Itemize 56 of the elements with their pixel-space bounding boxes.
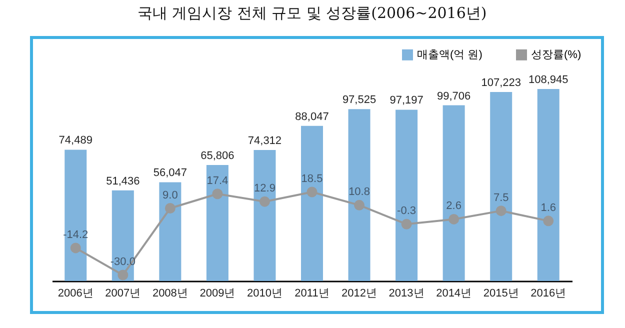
bar: [206, 165, 228, 281]
chart-title: 국내 게임시장 전체 규모 및 성장률(2006~2016년): [137, 4, 487, 22]
data-label: 56,047: [153, 167, 188, 180]
point: [118, 270, 128, 280]
data-label: 99,706: [436, 90, 471, 102]
x-tick-label: 2006년: [58, 288, 94, 300]
x-tick-label: 2010년: [246, 288, 282, 300]
bar: [301, 126, 323, 281]
point: [164, 203, 176, 214]
x-tick-label: 2008년: [152, 288, 188, 300]
legend-label: 성장률(%): [531, 48, 582, 61]
point: [212, 188, 223, 200]
data-label: 18.5: [301, 173, 323, 185]
bar: [159, 182, 182, 281]
data-label: 51,436: [106, 175, 140, 188]
point: [354, 200, 365, 210]
data-label: 108,945: [528, 74, 568, 86]
data-label: 74,489: [58, 134, 92, 147]
data-label: 7.5: [493, 192, 509, 204]
point: [543, 216, 554, 226]
data-label: 10.8: [348, 186, 370, 198]
bar: [442, 105, 465, 281]
x-tick-label: 2012년: [342, 288, 378, 300]
legend-label: 매출액(억 원): [417, 48, 482, 61]
x-tick-label: 2014년: [436, 288, 472, 300]
data-label: 17.4: [206, 174, 228, 187]
point: [259, 196, 270, 207]
bar: [396, 110, 418, 281]
data-label: -0.3: [397, 205, 416, 218]
data-label: 12.9: [254, 182, 276, 195]
bar: [490, 92, 512, 281]
x-tick-label: 2015년: [483, 288, 519, 300]
data-label: 2.6: [446, 200, 462, 212]
bar: [348, 109, 370, 281]
data-label: 9.0: [162, 189, 178, 202]
bar: [112, 190, 134, 281]
data-label: 88,047: [295, 110, 329, 123]
data-label: 65,806: [200, 150, 234, 162]
point: [496, 206, 506, 216]
x-tick-label: 2011년: [294, 288, 330, 300]
data-label: 74,312: [248, 135, 282, 148]
data-label: 97,525: [342, 94, 376, 106]
point: [401, 218, 412, 230]
point: [448, 214, 460, 224]
x-tick-label: 2016년: [530, 288, 566, 300]
data-label: 1.6: [540, 202, 556, 214]
x-tick-label: 2009년: [200, 288, 236, 300]
bar: [537, 89, 560, 281]
data-label: 107,223: [481, 77, 521, 90]
point: [70, 242, 81, 254]
x-tick-label: 2013년: [388, 288, 424, 300]
data-label: 97,197: [390, 94, 424, 107]
bar: [64, 150, 87, 281]
bar: [254, 150, 276, 281]
point: [306, 186, 318, 198]
x-tick-label: 2007년: [105, 288, 141, 300]
